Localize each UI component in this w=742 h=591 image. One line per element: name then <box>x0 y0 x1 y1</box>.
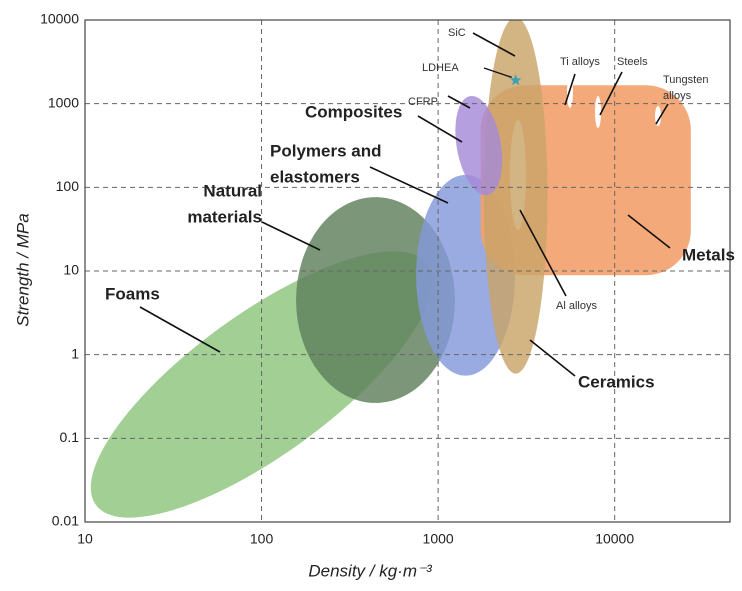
y-tick-label: 0.1 <box>60 429 80 445</box>
leader-line <box>472 32 516 57</box>
annotation: alloys <box>663 90 692 102</box>
leader-line <box>627 214 671 249</box>
annotation: materials <box>187 207 262 226</box>
leader-line <box>483 67 512 79</box>
y-tick-label: 10 <box>63 262 79 278</box>
point <box>510 74 522 86</box>
x-axis-label: Density / kg·m⁻³ <box>308 561 433 580</box>
annotation: Foams <box>105 284 160 303</box>
leader-line <box>369 166 449 204</box>
x-tick-label: 1000 <box>423 531 454 547</box>
x-tick-label: 10 <box>77 531 93 547</box>
leader-line <box>655 103 669 125</box>
region-hole <box>595 96 601 128</box>
region-hole <box>655 106 661 126</box>
y-tick-label: 1000 <box>48 94 79 110</box>
y-axis-label: Strength / MPa <box>13 213 32 326</box>
annotation: Metals <box>682 245 735 264</box>
region <box>296 197 455 403</box>
annotation: CFRP <box>408 96 438 108</box>
annotation: Ceramics <box>578 372 655 391</box>
annotation: Tungsten <box>663 74 708 86</box>
annotation: Polymers and <box>270 141 382 160</box>
y-tick-label: 1 <box>71 345 79 361</box>
x-tick-label: 100 <box>250 531 274 547</box>
point-label: LDHEA <box>422 62 459 74</box>
annotation: elastomers <box>270 167 360 186</box>
leader-line <box>599 71 623 116</box>
leader-line <box>261 221 321 251</box>
annotation: SiC <box>448 27 466 39</box>
annotation: Composites <box>305 102 402 121</box>
leader-line <box>447 95 471 109</box>
leader-line <box>564 73 576 106</box>
plot-area <box>90 20 691 518</box>
x-tick-label: 10000 <box>595 531 634 547</box>
annotation: Natural <box>203 181 262 200</box>
leader-line <box>417 115 463 143</box>
annotation: Ti alloys <box>560 56 600 68</box>
plot-frame <box>84 19 731 523</box>
leader-line <box>519 209 567 297</box>
region <box>455 95 503 196</box>
annotation: Al alloys <box>556 300 597 312</box>
y-tick-label: 100 <box>56 178 80 194</box>
region <box>483 20 548 374</box>
annotation: Steels <box>617 56 648 68</box>
leader-line <box>529 339 576 377</box>
y-tick-label: 10000 <box>40 11 79 27</box>
y-tick-label: 0.01 <box>52 513 79 529</box>
leader-line <box>139 306 221 353</box>
